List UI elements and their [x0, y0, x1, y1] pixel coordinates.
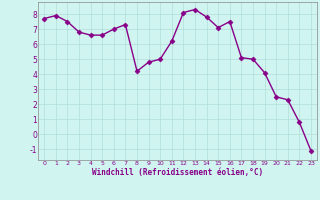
X-axis label: Windchill (Refroidissement éolien,°C): Windchill (Refroidissement éolien,°C) — [92, 168, 263, 177]
